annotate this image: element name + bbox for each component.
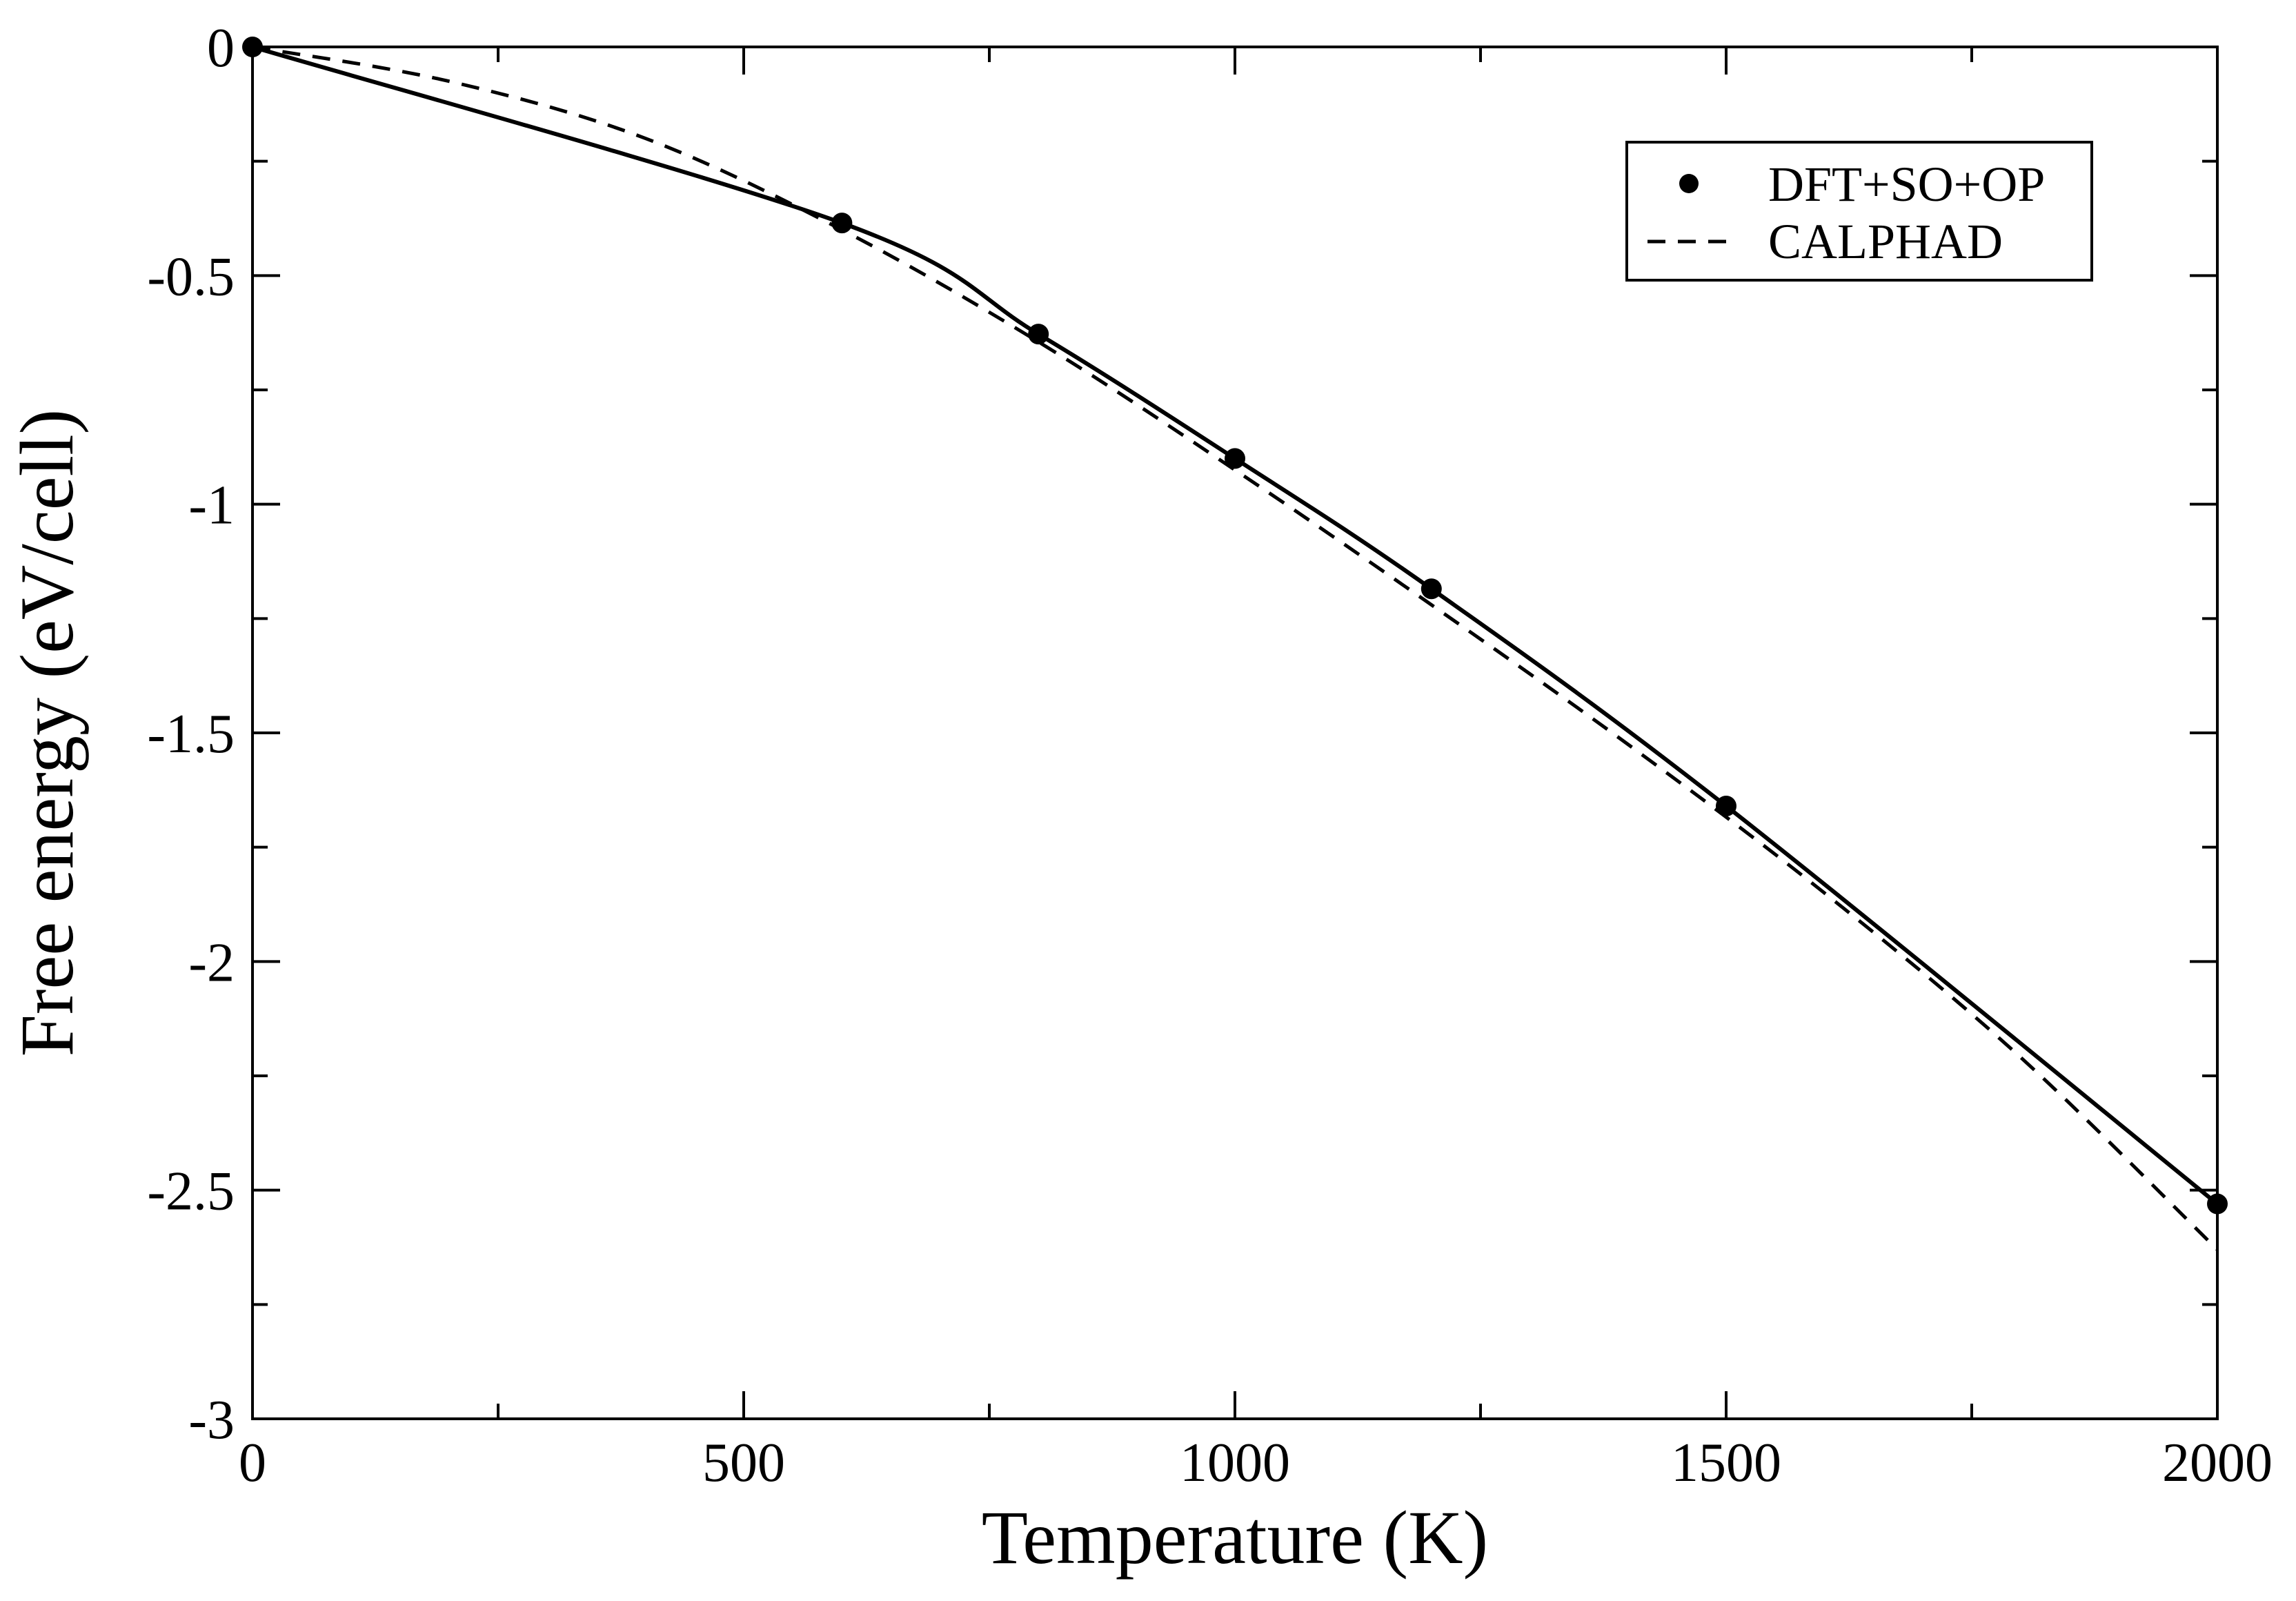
y-tick-label: -1 xyxy=(188,475,235,536)
y-tick-label: -2.5 xyxy=(147,1161,235,1222)
series-line-dft xyxy=(252,45,2219,1206)
plot-frame xyxy=(251,46,2219,1420)
y-tick-label: -2 xyxy=(188,932,235,993)
y-tick-labels: 0 -0.5 -1 -1.5 -2 -2.5 -3 xyxy=(147,18,235,1451)
series-line-calphad xyxy=(252,45,2219,1251)
data-point-dft xyxy=(1028,324,1049,345)
y-tick-label: -1.5 xyxy=(147,704,235,765)
y-tick-label: -3 xyxy=(188,1390,235,1451)
data-point-dft xyxy=(831,213,853,234)
x-axis-title: Temperature (K) xyxy=(982,1495,1488,1580)
data-point-dft xyxy=(1225,448,1245,469)
x-tick-label: 2000 xyxy=(2162,1433,2273,1493)
data-point-dft xyxy=(1421,578,1442,600)
y-tick-label: 0 xyxy=(207,18,235,79)
x-tick-label: 1000 xyxy=(1180,1433,1290,1493)
x-tick-label: 1500 xyxy=(1671,1433,1781,1493)
x-tick-label: 0 xyxy=(239,1433,266,1493)
legend-label-calphad: CALPHAD xyxy=(1768,214,2003,269)
legend-marker-dft xyxy=(1679,174,1699,193)
legend-label-dft: DFT+SO+OP xyxy=(1768,157,2045,212)
y-tick-label: -0.5 xyxy=(147,246,235,307)
legend: DFT+SO+OP CALPHAD xyxy=(1625,141,2093,282)
data-point-dft xyxy=(1716,796,1736,817)
legend-box xyxy=(1625,141,2093,282)
plot-layer xyxy=(242,37,2228,1251)
x-tick-label: 500 xyxy=(702,1433,785,1493)
y-axis-title: Free energy (eV/cell) xyxy=(5,409,89,1057)
x-tick-labels: 0 500 1000 1500 2000 xyxy=(239,1433,2273,1493)
